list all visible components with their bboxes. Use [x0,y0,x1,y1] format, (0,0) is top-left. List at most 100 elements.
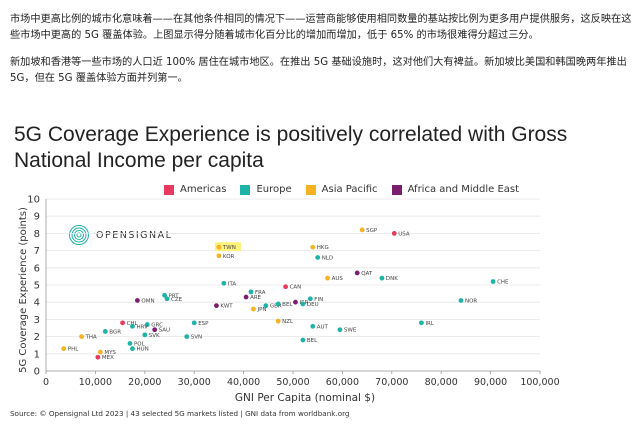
point-label-sau: SAU [159,328,170,334]
point-dnk [379,275,385,281]
point-label-sgp: SGP [366,228,378,234]
point-label-nor: NOR [465,298,477,304]
point-isr [293,299,298,305]
point-bel [300,337,306,343]
point-nor [458,298,464,303]
opensignal-logo-text: OPENSIGNAL [96,229,173,241]
point-aut [310,323,316,329]
source-note: Source: © Opensignal Ltd 2023 | 43 selec… [10,409,350,418]
y-tick-label: 6 [34,263,40,274]
opensignal-logo-icon [69,225,89,245]
point-label-pol: POL [134,341,146,347]
opensignal-logo: OPENSIGNAL [68,224,172,246]
intro-text: 市场中更高比例的城市化意味着——在其他条件相同的情况下——运营商能够使用相同数量… [10,12,634,98]
x-tick-label: 100,000 [520,377,559,388]
point-label-fin: FIN [314,297,323,303]
x-tick-label: 70,000 [375,377,408,388]
legend-swatch-asia-pacific [305,184,316,195]
x-tick-label: 80,000 [425,377,458,388]
y-tick-label: 2 [34,332,40,343]
point-label-bel: BEL [282,302,293,308]
legend-swatch-europe [240,184,251,195]
y-tick-label: 7 [34,246,40,257]
legend-label-europe: Europe [256,184,292,195]
point-label-jpn: JPN [256,307,266,313]
legend-swatch-africa-middle-east [391,184,402,195]
point-label-omn: OMN [141,298,154,304]
point-label-aut: AUT [317,324,329,330]
point-label-hkg: HKG [317,245,329,251]
point-label-deu: DEU [307,302,319,308]
point-mex [95,354,101,360]
point-label-nld: NLD [322,255,333,261]
point-esp [191,320,197,326]
legend-label-asia-pacific: Asia Pacific [321,184,378,195]
point-fra [248,289,254,295]
point-sau [152,327,158,333]
point-pol [127,341,133,346]
point-kor [216,253,222,259]
point-label-are: ARE [250,295,262,301]
point-label-fra: FRA [255,290,266,296]
point-are [243,294,249,300]
legend-swatch-americas [164,184,174,195]
point-prt [162,292,167,298]
point-label-irl: IRL [425,321,434,327]
point-jpn [251,306,256,312]
y-tick-label: 5 [34,281,40,292]
legend-label-americas: Americas [180,184,227,195]
point-hkg [310,244,316,250]
point-label-bgr: BGR [109,329,121,335]
point-nld [315,255,321,260]
point-sgp [359,227,365,233]
point-label-che: CHE [497,280,509,286]
point-label-ita: ITA [228,281,237,287]
x-tick-label: 10,000 [79,377,112,388]
point-irl [419,320,424,326]
point-qat [354,270,360,276]
point-gbr [263,303,269,309]
point-label-bel: BEL [307,338,318,344]
chart-title: 5G Coverage Experience is positively cor… [14,123,568,172]
y-tick-label: 10 [27,195,40,206]
point-label-esp: ESP [198,321,209,327]
point-label-hun: HUN [136,347,148,353]
point-nzl [275,318,281,324]
point-mys [97,349,103,355]
point-usa [391,231,397,236]
point-kwt [214,303,219,309]
point-omn [134,298,140,303]
point-label-nzl: NZL [282,319,294,325]
point-cze [164,296,170,302]
point-label-twn: TWN [222,245,236,251]
point-grc [144,322,150,327]
point-label-chl: CHL [127,321,139,327]
point-label-cze: CZE [171,297,183,303]
point-label-usa: USA [398,231,410,237]
point-ita [221,280,227,286]
point-tha [79,334,84,339]
x-tick-label: 50,000 [276,377,309,388]
point-bel [275,301,281,307]
point-twn [216,244,222,250]
point-swe [337,327,343,333]
point-phl [61,346,67,352]
point-label-svk: SVK [149,333,160,339]
point-label-gbr: GBR [270,304,282,310]
point-deu [300,301,306,307]
x-tick-label: 40,000 [227,377,260,388]
y-tick-label: 9 [34,212,40,223]
intro-paragraph-2: 新加坡和香港等一些市场的人口近 100% 居住在城市地区。在推出 5G 基础设施… [10,57,627,84]
intro-paragraph-1: 市场中更高比例的城市化意味着——在其他条件相同的情况下——运营商能够使用相同数量… [10,14,632,41]
point-label-tha: THA [85,335,97,341]
y-axis-label: 5G Coverage Experience (points) [18,207,29,373]
chart-legend: Americas Europe Asia Pacific Africa and … [164,184,519,195]
point-label-swe: SWE [344,328,357,334]
point-hrv [130,323,135,329]
point-label-mex: MEX [102,355,114,361]
y-tick-label: 0 [34,367,40,378]
x-tick-label: 30,000 [178,377,211,388]
point-che [490,279,496,284]
x-tick-label: 60,000 [326,377,359,388]
